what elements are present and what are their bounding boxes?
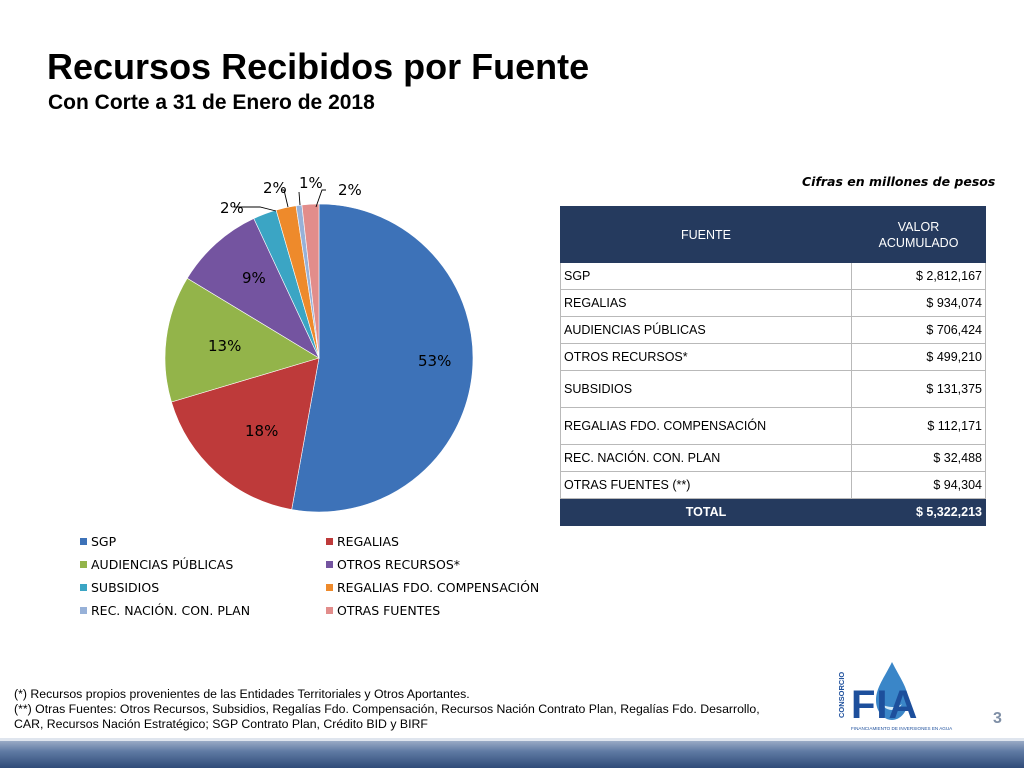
pie-data-label: 18% <box>245 422 278 440</box>
cell-fuente: REC. NACIÓN. CON. PLAN <box>560 444 852 472</box>
pie-data-label: 9% <box>242 269 266 287</box>
table-row: REGALIAS FDO. COMPENSACIÓN $ 112,171 <box>560 407 986 445</box>
pie-slice <box>164 277 320 403</box>
cell-fuente: OTROS RECURSOS* <box>560 343 852 371</box>
pie-data-label: 2% <box>263 179 287 197</box>
leader-line <box>315 189 326 208</box>
fia-logo: CONSORCIO FIA FINANCIAMIENTO DE INVERSIO… <box>837 662 953 731</box>
leader-line <box>234 206 277 212</box>
cell-fuente: REGALIAS <box>560 289 852 317</box>
table-row: REC. NACIÓN. CON. PLAN $ 32,488 <box>560 444 986 472</box>
pie-data-label: 2% <box>220 199 244 217</box>
pie-chart: 53% 18% 13% 9% 2% 2% 1% 2% <box>164 174 474 513</box>
table-row: SUBSIDIOS $ 131,375 <box>560 370 986 408</box>
legend-swatch <box>80 561 87 568</box>
legend-label: SUBSIDIOS <box>91 580 160 595</box>
legend-swatch <box>326 538 333 545</box>
table-row: OTROS RECURSOS* $ 499,210 <box>560 343 986 371</box>
pie-slice <box>291 203 474 513</box>
table-row: OTRAS FUENTES (**) $ 94,304 <box>560 471 986 499</box>
pie-slice <box>171 357 320 510</box>
cell-fuente: OTRAS FUENTES (**) <box>560 471 852 499</box>
footnotes: (*) Recursos propios provenientes de las… <box>14 687 760 732</box>
legend-label: SGP <box>91 534 117 549</box>
footer-bar <box>0 738 1024 768</box>
pie-slice <box>186 218 320 359</box>
cell-fuente: REGALIAS FDO. COMPENSACIÓN <box>560 407 852 445</box>
legend-label: REGALIAS <box>337 534 399 549</box>
legend-swatch <box>80 584 87 591</box>
cell-valor: $ 934,074 <box>851 289 986 317</box>
page-subtitle: Con Corte a 31 de Enero de 2018 <box>48 91 375 114</box>
footnote-1: (*) Recursos propios provenientes de las… <box>14 687 470 701</box>
total-label: TOTAL <box>560 498 852 526</box>
cell-fuente: SUBSIDIOS <box>560 370 852 408</box>
cell-valor: $ 112,171 <box>851 407 986 445</box>
table-row: AUDIENCIAS PÚBLICAS $ 706,424 <box>560 316 986 344</box>
cell-valor: $ 706,424 <box>851 316 986 344</box>
legend-swatch <box>80 607 87 614</box>
legend-label: AUDIENCIAS PÚBLICAS <box>91 557 234 572</box>
table-row: REGALIAS $ 934,074 <box>560 289 986 317</box>
header-fuente: FUENTE <box>560 206 852 263</box>
pie-data-label: 2% <box>338 181 362 199</box>
legend-label: REC. NACIÓN. CON. PLAN <box>91 603 251 618</box>
logo-tagline: FINANCIAMIENTO DE INVERSIONES EN AGUA <box>851 726 953 731</box>
legend-label: OTRAS FUENTES <box>337 603 441 618</box>
footnote-2: (**) Otras Fuentes: Otros Recursos, Subs… <box>14 702 760 716</box>
legend-swatch <box>326 561 333 568</box>
cell-valor: $ 499,210 <box>851 343 986 371</box>
legend-item: AUDIENCIAS PÚBLICAS <box>80 557 233 572</box>
legend-label: OTROS RECURSOS* <box>337 557 461 572</box>
legend-item: SGP <box>80 534 116 549</box>
legend-swatch <box>80 538 87 545</box>
table-row: SGP $ 2,812,167 <box>560 262 986 290</box>
table-total-row: TOTAL $ 5,322,213 <box>560 498 986 526</box>
leader-line <box>298 191 301 206</box>
cell-valor: $ 32,488 <box>851 444 986 472</box>
legend-swatch <box>326 607 333 614</box>
cell-valor: $ 131,375 <box>851 370 986 408</box>
legend-item: OTRAS FUENTES <box>326 603 440 618</box>
cell-valor: $ 2,812,167 <box>851 262 986 290</box>
legend-item: REGALIAS FDO. COMPENSACIÓN <box>326 580 539 595</box>
pie-data-label: 53% <box>418 352 451 370</box>
leader-line <box>281 189 289 208</box>
table-header-row: FUENTE VALOR ACUMULADO <box>560 206 986 263</box>
header-valor: VALOR ACUMULADO <box>851 206 986 263</box>
legend-item: SUBSIDIOS <box>80 580 159 595</box>
page-title: Recursos Recibidos por Fuente <box>47 46 590 87</box>
cell-fuente: SGP <box>560 262 852 290</box>
cell-valor: $ 94,304 <box>851 471 986 499</box>
pie-data-label: 1% <box>299 174 323 192</box>
pie-slices <box>164 203 474 513</box>
legend-item: OTROS RECURSOS* <box>326 557 460 572</box>
legend-swatch <box>326 584 333 591</box>
cell-fuente: AUDIENCIAS PÚBLICAS <box>560 316 852 344</box>
table-caption: Cifras en millones de pesos <box>802 174 996 189</box>
footer-bar-highlight <box>0 738 1024 741</box>
legend-item: REC. NACIÓN. CON. PLAN <box>80 603 250 618</box>
pie-data-label: 13% <box>208 337 241 355</box>
legend-item: REGALIAS <box>326 534 399 549</box>
logo-vertical-text: CONSORCIO <box>837 672 846 718</box>
pie-leader-lines <box>234 189 326 212</box>
pie-data-labels: 53% 18% 13% 9% 2% 2% 1% 2% <box>208 174 451 440</box>
sources-table: FUENTE VALOR ACUMULADO SGP $ 2,812,167 REG… <box>560 206 986 526</box>
logo-text: FIA <box>851 683 918 727</box>
footnote-3: CAR, Recursos Nación Estratégico; SGP Co… <box>14 717 428 731</box>
legend-label: REGALIAS FDO. COMPENSACIÓN <box>337 580 540 595</box>
total-value: $ 5,322,213 <box>851 498 986 526</box>
page-number: 3 <box>993 710 1002 727</box>
pie-slice <box>301 203 320 359</box>
